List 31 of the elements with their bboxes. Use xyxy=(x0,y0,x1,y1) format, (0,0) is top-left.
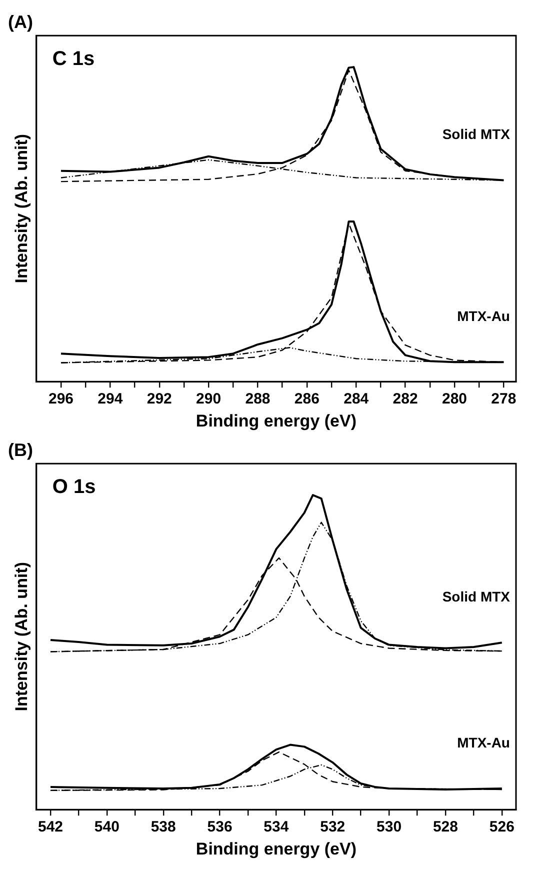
x-tick-label: 532 xyxy=(320,818,346,836)
x-tick-label: 288 xyxy=(245,390,270,408)
x-tick-label: 528 xyxy=(432,818,458,836)
x-axis-title: Binding energy (eV) xyxy=(196,839,356,858)
x-tick-label: 530 xyxy=(376,818,402,836)
chart-title: (A) xyxy=(8,12,33,32)
y-axis-title: Intensity (Ab. unit) xyxy=(12,562,31,712)
x-tick-label: 280 xyxy=(442,390,468,408)
x-tick-label: 526 xyxy=(489,818,514,836)
x-tick-label: 292 xyxy=(146,390,172,408)
annotation: O 1s xyxy=(52,476,96,498)
text: MTX-Au xyxy=(457,734,510,750)
text: Solid MTX xyxy=(442,126,511,142)
x-tick-label: 284 xyxy=(344,390,370,408)
x-tick-label: 536 xyxy=(207,818,232,836)
x-tick-label: 538 xyxy=(150,818,176,836)
y-axis-title: Intensity (Ab. unit) xyxy=(12,134,31,284)
chart-title: (B) xyxy=(8,440,33,460)
x-tick-label: 290 xyxy=(196,390,222,408)
x-tick-label: 534 xyxy=(264,818,290,836)
x-tick-label: 278 xyxy=(491,390,516,408)
x-tick-label: 542 xyxy=(38,818,64,836)
x-axis-title: Binding energy (eV) xyxy=(196,411,356,430)
x-tick-label: 286 xyxy=(294,390,320,408)
x-tick-label: 296 xyxy=(48,390,74,408)
x-tick-label: 294 xyxy=(98,390,124,408)
x-tick-label: 282 xyxy=(392,390,418,408)
text: Solid MTX xyxy=(442,588,511,604)
text: MTX-Au xyxy=(457,308,510,324)
annotation: C 1s xyxy=(52,48,95,70)
x-tick-label: 540 xyxy=(94,818,120,836)
